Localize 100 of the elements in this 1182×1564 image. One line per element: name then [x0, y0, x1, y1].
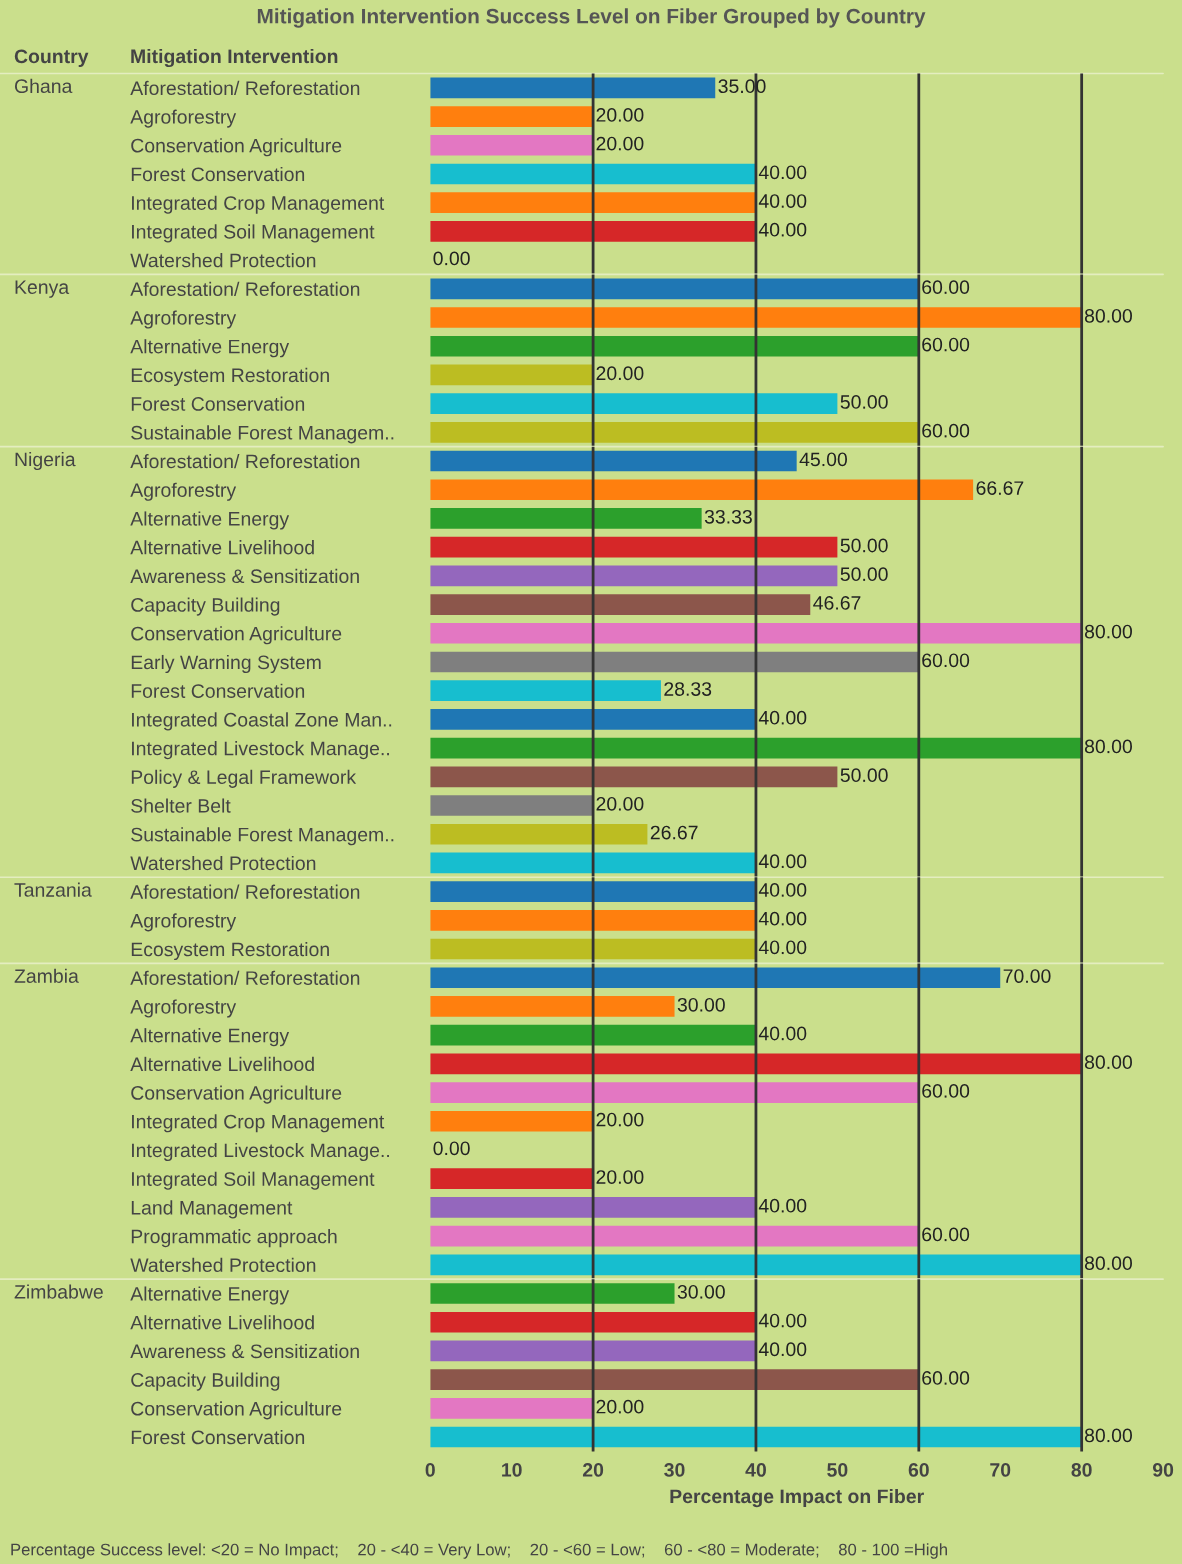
x-tick-label: 70: [990, 1463, 1011, 1477]
data-label: 40.00: [758, 165, 807, 180]
y-tick-label: Integrated Crop Management: [132, 1114, 385, 1133]
y-tick-label: Sustainable Forest Managem..: [131, 425, 394, 444]
data-label: 80.00: [1084, 308, 1132, 323]
y-tick-label: Ecosystem Restoration: [131, 367, 329, 386]
data-label: 40.00: [758, 1342, 807, 1357]
x-tick-label: 10: [502, 1463, 522, 1477]
x-tick-label: 80: [1071, 1463, 1092, 1477]
bar: [430, 996, 675, 1017]
bar: [430, 508, 702, 529]
data-label: 40.00: [758, 911, 807, 926]
data-label: 80.00: [1084, 1055, 1132, 1070]
y-tick-label: Land Management: [131, 1200, 293, 1219]
y-tick-label: Conservation Agriculture: [131, 626, 342, 645]
text: Nigeria: [15, 451, 76, 471]
x-tick-label: 60: [908, 1463, 929, 1477]
y-tick-label: Integrated Livestock Manage..: [132, 1142, 389, 1162]
data-label: 20.00: [596, 1112, 644, 1127]
text: Zimbabwe: [14, 1284, 103, 1299]
data-label: 28.33: [664, 682, 712, 696]
y-tick-label: Watershed Protection: [130, 855, 316, 871]
y-tick-label: Ecosystem Restoration: [131, 941, 329, 961]
x-tick-label: 20: [582, 1463, 604, 1477]
data-label: 45.00: [799, 452, 848, 467]
y-tick-label: Integrated Coastal Zone Man..: [132, 712, 392, 731]
x-tick-label: 30: [664, 1463, 685, 1477]
data-label: 60.00: [922, 653, 970, 668]
data-label: 80.00: [1084, 624, 1132, 639]
y-tick-label: Alternative Livelihood: [130, 1056, 314, 1072]
data-label: 60.00: [922, 337, 970, 352]
data-label: 40.00: [758, 710, 807, 725]
data-label: 60.00: [922, 423, 970, 438]
data-label: 80.00: [1084, 1428, 1132, 1443]
data-label: 40.00: [758, 1198, 807, 1213]
y-tick-label: Integrated Soil Management: [132, 1171, 375, 1190]
bar: [430, 1283, 675, 1304]
y-tick-label: Integrated Soil Management: [132, 224, 375, 243]
data-label: 20.00: [596, 366, 644, 381]
bar: [430, 795, 594, 816]
bar: [430, 335, 919, 357]
x-tick-label: 50: [827, 1463, 848, 1477]
bar: [430, 450, 797, 472]
data-label: 20.00: [596, 136, 644, 151]
data-label: 33.33: [704, 509, 752, 524]
data-label: 50.00: [840, 538, 888, 553]
text: Ghana: [14, 78, 73, 94]
y-tick-label: Integrated Livestock Manage..: [132, 741, 389, 760]
data-label: 60.00: [922, 1084, 970, 1098]
y-tick-label: Aforestation/ Reforestation: [130, 453, 360, 469]
data-label: 30.00: [677, 997, 725, 1012]
y-tick-label: Integrated Crop Management: [132, 195, 385, 214]
bar: [430, 680, 661, 702]
y-tick-label: Alternative Energy: [130, 1286, 290, 1305]
y-tick-label: Aforestation/ Reforestation: [130, 281, 360, 297]
data-label: 40.00: [758, 883, 807, 897]
data-label: 70.00: [1003, 969, 1051, 983]
bar: [430, 479, 974, 501]
data-label: 46.67: [813, 596, 861, 610]
y-tick-label: Aforestation/ Reforestation: [130, 80, 360, 96]
data-label: 40.00: [758, 854, 807, 869]
bar: [430, 1110, 594, 1132]
y-tick-label: Awareness & Sensitization: [130, 1343, 359, 1359]
data-label: 20.00: [596, 796, 644, 811]
data-label: 0.00: [433, 251, 470, 266]
text: Tanzania: [14, 882, 92, 897]
y-tick-label: Aforestation/ Reforestation: [130, 884, 360, 899]
y-tick-label: Alternative Energy: [130, 1028, 290, 1047]
text: Percentage Success level: <20 = No Impact; 20 - <40 = Very Low; 20 - <60 = Low; 60 - <80 = Moderate; 80 - 100 =High: [11, 1543, 947, 1559]
x-axis-title: Percentage Impact on Fiber: [670, 1488, 924, 1508]
y-tick-label: Watershed Protection: [130, 1257, 316, 1273]
bar: [430, 1398, 594, 1419]
text: Kenya: [15, 280, 70, 298]
y-tick-label: Forest Conservation: [131, 166, 305, 182]
y-tick-label: Conservation Agriculture: [131, 138, 342, 157]
bar: [430, 852, 756, 874]
data-label: 40.00: [758, 194, 807, 208]
bar: [430, 1024, 756, 1046]
bar: [430, 1082, 919, 1103]
bar: [430, 1053, 1082, 1075]
bar: [430, 709, 756, 730]
text: Zambia: [14, 968, 79, 983]
data-label: 20.00: [596, 1399, 644, 1414]
bar: [430, 364, 594, 386]
data-label: 20.00: [596, 108, 644, 122]
data-label: 60.00: [922, 1371, 970, 1385]
y-tick-label: Conservation Agriculture: [131, 1401, 342, 1420]
y-tick-label: Agroforestry: [130, 482, 237, 501]
data-label: 66.67: [976, 481, 1024, 495]
y-tick-label: Alternative Livelihood: [130, 540, 314, 555]
bar: [430, 565, 838, 587]
x-tick-label: 0: [425, 1463, 435, 1477]
bar: [430, 536, 838, 558]
bar: [430, 737, 1082, 759]
bar: [430, 1311, 756, 1333]
data-label: 50.00: [840, 768, 888, 783]
bar: [430, 1168, 594, 1190]
bar: [430, 622, 1082, 644]
data-label: 60.00: [922, 280, 970, 295]
data-label: 40.00: [758, 1026, 807, 1041]
